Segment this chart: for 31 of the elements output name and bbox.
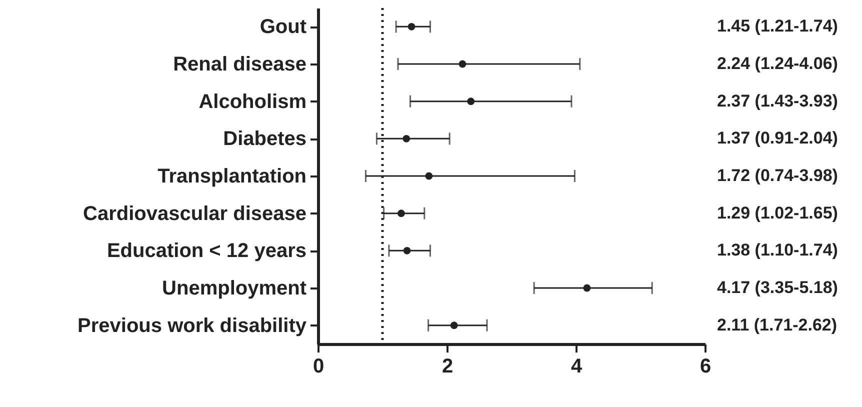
x-tick-label: 4 [570, 356, 583, 378]
point [408, 22, 416, 30]
y-tick-label: Alcoholism [198, 90, 306, 113]
data-label: 1.37 (0.91-2.04) [717, 128, 838, 148]
point [425, 172, 433, 180]
data-label: 1.72 (0.74-3.98) [717, 166, 838, 185]
y-tick-label: Education < 12 years [106, 240, 306, 262]
data-label: 1.45 (1.21-1.74) [717, 16, 838, 36]
data-label: 1.38 (1.10-1.74) [717, 240, 838, 260]
data-label: 4.17 (3.35-5.18) [717, 278, 838, 297]
point [450, 322, 458, 330]
y-tick-label: Unemployment [162, 278, 307, 300]
point [467, 98, 475, 106]
point [403, 246, 411, 254]
point [402, 134, 410, 142]
y-tick-label: Previous work disability [78, 314, 308, 337]
data-label: 2.37 (1.43-3.93) [717, 91, 838, 110]
y-tick-label: Transplantation [158, 166, 306, 188]
point [583, 284, 591, 292]
point [397, 210, 405, 218]
x-tick-label: 6 [700, 356, 712, 378]
y-tick-label: Gout [260, 16, 307, 38]
point [458, 60, 466, 68]
y-tick-label: Cardiovascular disease [83, 202, 306, 225]
x-tick-label: 2 [442, 356, 454, 378]
y-tick-label: Renal disease [173, 54, 306, 76]
data-label: 2.24 (1.24-4.06) [717, 54, 838, 73]
data-label: 1.29 (1.02-1.65) [717, 203, 838, 222]
data-label: 2.11 (1.71-2.62) [717, 315, 838, 334]
y-tick-label: Diabetes [223, 128, 306, 150]
x-tick-label: 0 [312, 356, 324, 378]
